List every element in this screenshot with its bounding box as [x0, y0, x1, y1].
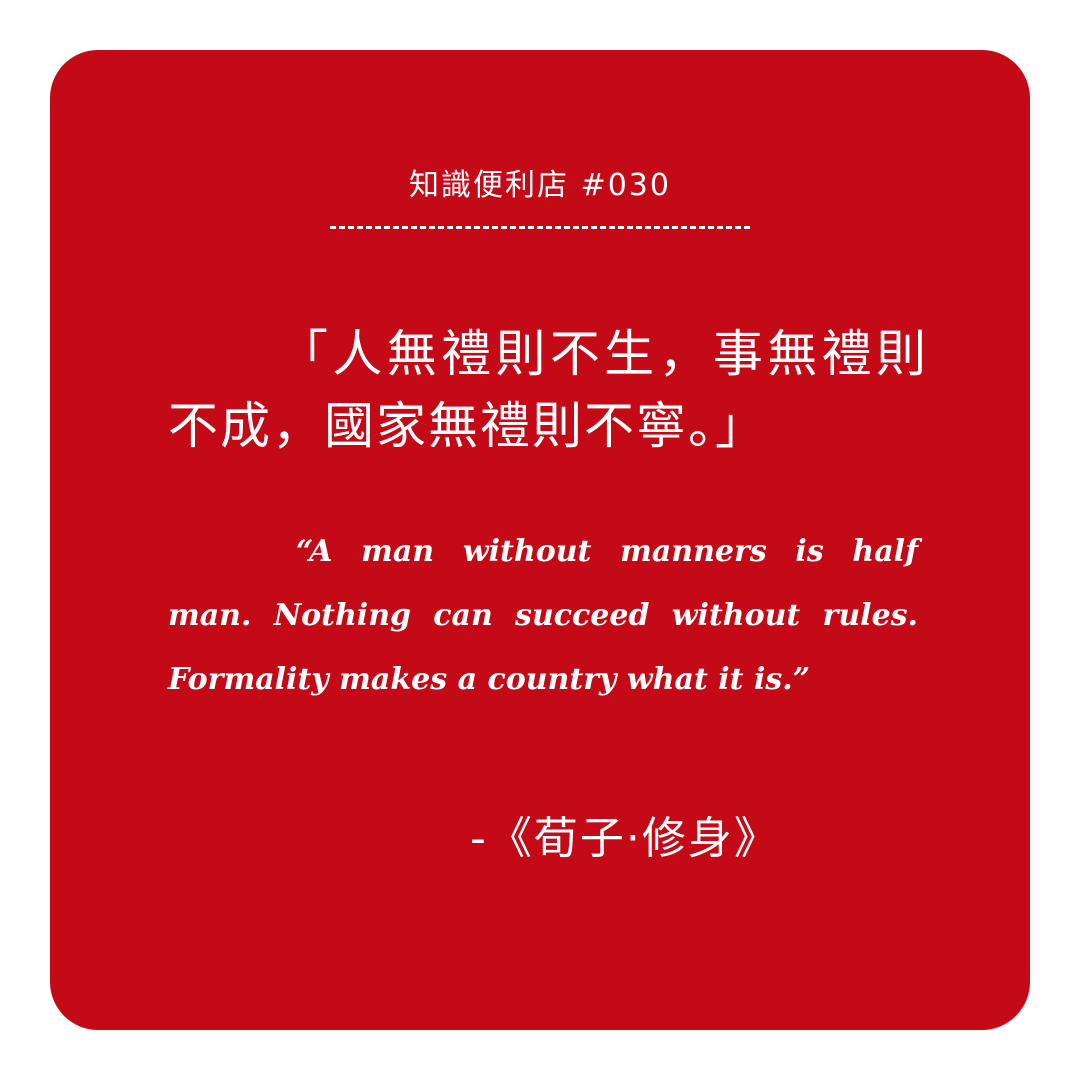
- quote-card: 知識便利店 #030 「人無禮則不生，事無禮則不成，國家無禮則不寧。」 “A m…: [50, 50, 1030, 1030]
- english-quote: “A man without manners is half man. Noth…: [168, 534, 918, 697]
- chinese-quote: 「人無禮則不生，事無禮則不成，國家無禮則不寧。」: [168, 325, 928, 455]
- quote-source: -《荀子·修身》: [470, 813, 780, 864]
- dashed-divider: [330, 226, 750, 229]
- series-title: 知識便利店 #030: [409, 168, 671, 203]
